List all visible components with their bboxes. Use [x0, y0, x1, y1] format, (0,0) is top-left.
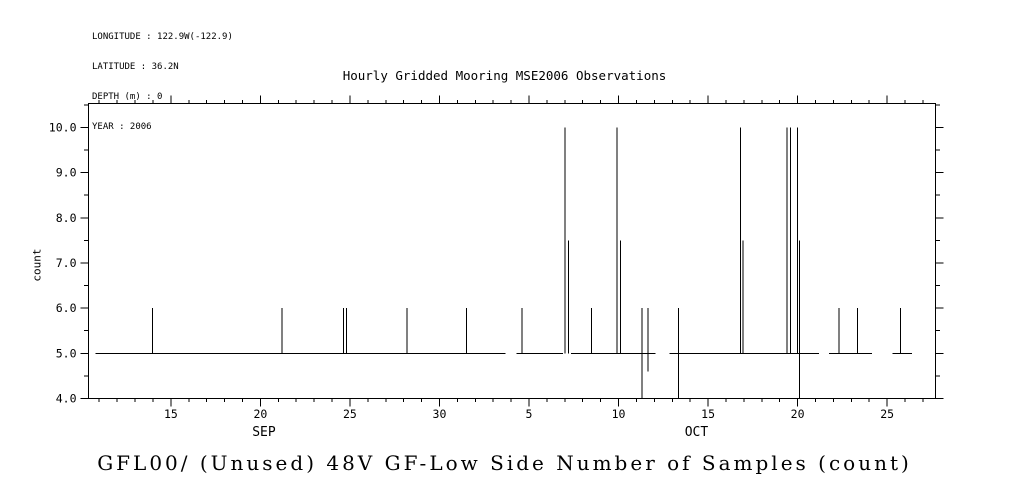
- x-tick-label: 25: [880, 407, 894, 421]
- meta-latitude: LATITUDE : 36.2N: [92, 62, 179, 72]
- month-label: OCT: [685, 425, 709, 440]
- x-tick-label: 25: [343, 407, 357, 421]
- y-tick-label: 7.0: [56, 256, 77, 270]
- meta-year: YEAR : 2006: [92, 122, 152, 132]
- chart-title: Hourly Gridded Mooring MSE2006 Observati…: [342, 68, 667, 83]
- y-tick-label: 4.0: [56, 392, 77, 406]
- y-tick-label: 8.0: [56, 211, 77, 225]
- plot-frame: [88, 103, 936, 399]
- y-tick-label: 5.0: [56, 346, 77, 360]
- x-tick-label: 15: [701, 407, 715, 421]
- meta-longitude: LONGITUDE : 122.9W(-122.9): [92, 32, 233, 42]
- series-line: [95, 127, 913, 399]
- month-label: SEP: [252, 425, 276, 440]
- meta-depth: DEPTH (m) : 0: [92, 92, 163, 102]
- x-tick-label: 5: [526, 407, 533, 421]
- x-tick-label: 20: [791, 407, 805, 421]
- x-tick-label: 10: [612, 407, 626, 421]
- metadata-block: LONGITUDE : 122.9W(-122.9) LATITUDE : 36…: [92, 12, 233, 142]
- axis-tick-labels: 15 20 25 30 5 10 15 20 25 4.0 5.0 6.0 7.0 8.0 9.0 10.0 S…: [49, 120, 894, 440]
- x-tick-label: 30: [433, 407, 447, 421]
- chart-caption: GFL00/ (Unused) 48V GF-Low Side Number o…: [97, 451, 912, 475]
- axis-ticks: [80, 95, 944, 407]
- y-tick-label: 10.0: [49, 120, 77, 134]
- y-tick-label: 6.0: [56, 301, 77, 315]
- y-tick-label: 9.0: [56, 166, 77, 180]
- x-tick-label: 15: [164, 407, 178, 421]
- x-tick-label: 20: [253, 407, 267, 421]
